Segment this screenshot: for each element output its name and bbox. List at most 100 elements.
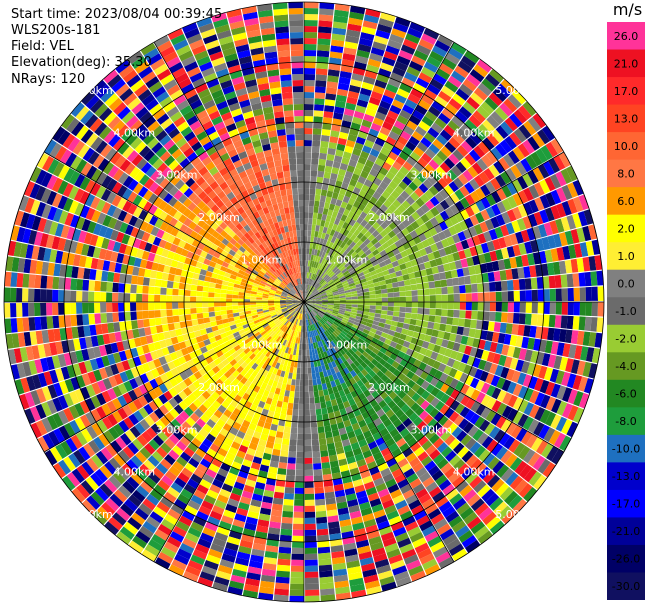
velocity-gate: [358, 93, 370, 102]
velocity-gate: [312, 451, 321, 458]
velocity-gate: [423, 302, 430, 309]
velocity-gate: [393, 22, 409, 33]
velocity-gate: [448, 137, 461, 149]
velocity-gate: [446, 317, 454, 325]
velocity-gate: [335, 100, 346, 109]
velocity-gate: [314, 92, 326, 99]
velocity-gate: [404, 312, 412, 319]
velocity-gate: [325, 253, 331, 261]
velocity-gate: [432, 138, 444, 150]
velocity-gate: [341, 250, 348, 258]
velocity-gate: [322, 239, 328, 246]
velocity-gate: [313, 385, 319, 392]
velocity-gate: [304, 367, 308, 374]
velocity-gate: [297, 361, 301, 368]
velocity-gate: [154, 317, 162, 326]
velocity-gate: [304, 379, 309, 386]
velocity-gate: [131, 275, 138, 285]
velocity-gate: [411, 302, 418, 308]
velocity-gate: [362, 145, 372, 154]
velocity-gate: [288, 445, 297, 452]
velocity-gate: [70, 278, 78, 291]
velocity-gate: [357, 295, 364, 299]
velocity-gate: [88, 313, 96, 325]
velocity-gate: [572, 316, 580, 330]
velocity-gate: [308, 206, 314, 213]
velocity-gate: [325, 268, 331, 274]
velocity-gate: [304, 451, 313, 458]
velocity-gate: [434, 280, 442, 288]
velocity-gate: [320, 264, 325, 271]
velocity-gate: [408, 181, 419, 192]
velocity-gate: [293, 367, 298, 374]
velocity-gate: [291, 547, 304, 554]
velocity-gate: [326, 261, 333, 268]
velocity-gate: [292, 523, 304, 530]
velocity-gate: [312, 255, 317, 262]
velocity-gate: [369, 298, 376, 302]
velocity-gate: [318, 207, 324, 214]
velocity-gate: [296, 457, 304, 464]
velocity-gate: [519, 290, 526, 302]
velocity-gate: [442, 57, 457, 70]
velocity-gate: [330, 264, 336, 271]
velocity-gate: [310, 415, 317, 422]
velocity-gate: [401, 77, 415, 88]
velocity-gate: [317, 546, 331, 554]
velocity-gate: [16, 303, 23, 318]
velocity-gate: [143, 318, 150, 328]
velocity-gate: [338, 219, 345, 227]
velocity-gate: [399, 296, 406, 302]
velocity-gate: [178, 302, 185, 309]
velocity-gate: [458, 276, 465, 286]
velocity-gate: [379, 166, 389, 176]
velocity-gate: [459, 83, 474, 97]
velocity-gate: [313, 274, 318, 281]
velocity-gate: [280, 528, 293, 536]
velocity-gate: [345, 102, 357, 111]
velocity-gate: [304, 284, 306, 291]
velocity-gate: [377, 23, 392, 34]
velocity-gate: [160, 280, 168, 288]
velocity-gate: [304, 278, 307, 285]
velocity-gate: [405, 296, 412, 302]
velocity-gate: [315, 68, 328, 76]
velocity-gate: [285, 414, 293, 422]
velocity-gate: [355, 55, 369, 65]
velocity-gate: [338, 76, 351, 85]
velocity-gate: [424, 89, 438, 101]
velocity-gate: [313, 261, 317, 268]
velocity-gate: [336, 174, 345, 182]
velocity-gate: [387, 302, 394, 307]
velocity-gate: [295, 469, 304, 476]
velocity-gate: [276, 564, 291, 572]
velocity-gate: [321, 462, 331, 469]
velocity-gate: [326, 153, 335, 161]
velocity-gate: [343, 208, 350, 217]
velocity-gate: [427, 127, 440, 139]
velocity-gate: [393, 297, 400, 302]
velocity-gate: [334, 9, 349, 18]
velocity-gate: [289, 589, 304, 596]
velocity-gate: [395, 156, 406, 166]
velocity-gate: [376, 172, 386, 181]
velocity-gate: [348, 248, 355, 256]
velocity-gate: [309, 391, 314, 398]
velocity-gate: [308, 285, 312, 291]
velocity-gate: [477, 82, 492, 97]
velocity-gate: [304, 194, 310, 201]
velocity-gate: [435, 302, 442, 309]
velocity-gate: [418, 99, 431, 111]
velocity-gate: [306, 349, 310, 356]
velocity-gate: [428, 159, 440, 170]
velocity-gate: [431, 100, 445, 113]
velocity-gate: [304, 122, 313, 129]
velocity-gate: [320, 140, 329, 148]
velocity-gate: [286, 469, 296, 476]
velocity-gate: [560, 315, 568, 329]
velocity-gate: [94, 313, 102, 324]
velocity-gate: [346, 224, 353, 232]
velocity-gate: [465, 284, 472, 293]
velocity-gate: [389, 166, 399, 176]
velocity-gate: [351, 304, 358, 308]
